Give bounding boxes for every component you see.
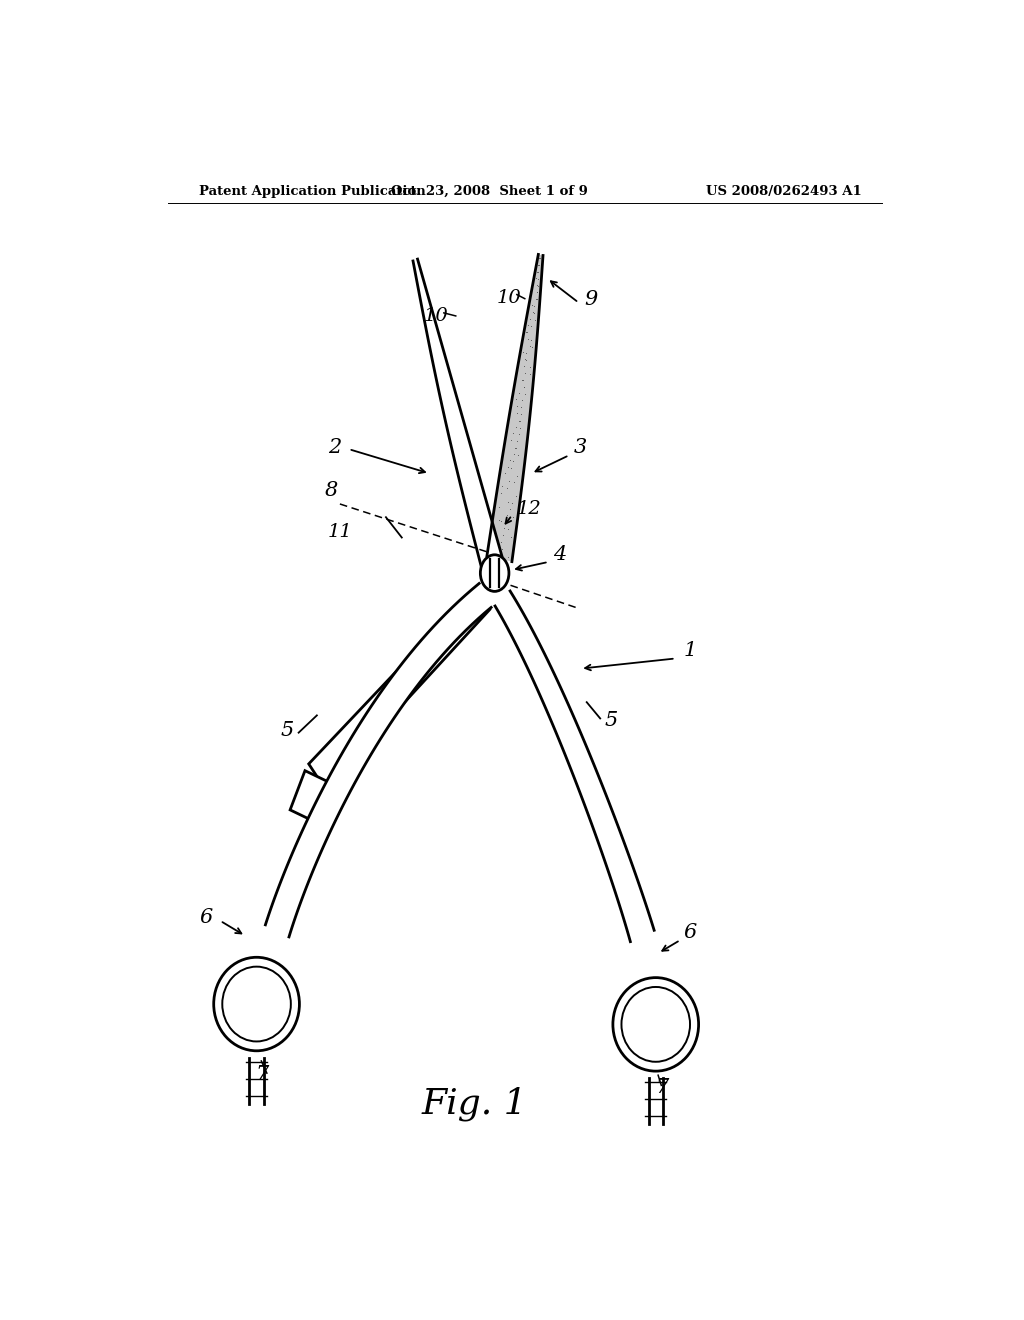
Text: 6: 6	[684, 923, 696, 942]
Text: 11: 11	[328, 523, 352, 540]
Ellipse shape	[222, 966, 291, 1041]
Polygon shape	[265, 583, 492, 937]
Text: Fig. 1: Fig. 1	[422, 1086, 527, 1121]
Text: 9: 9	[585, 290, 598, 309]
Polygon shape	[486, 255, 543, 561]
Text: 7: 7	[655, 1078, 669, 1097]
Text: Oct. 23, 2008  Sheet 1 of 9: Oct. 23, 2008 Sheet 1 of 9	[390, 185, 588, 198]
Ellipse shape	[613, 978, 698, 1071]
Text: 12: 12	[517, 500, 542, 519]
Polygon shape	[413, 259, 502, 565]
Polygon shape	[290, 771, 329, 824]
Ellipse shape	[622, 987, 690, 1061]
Text: 6: 6	[200, 908, 213, 927]
Text: 1: 1	[684, 642, 696, 660]
Text: 5: 5	[604, 710, 617, 730]
Text: 10: 10	[424, 308, 449, 325]
Circle shape	[480, 554, 509, 591]
Text: 8: 8	[325, 480, 338, 500]
Polygon shape	[308, 587, 489, 789]
Text: 5: 5	[281, 721, 294, 739]
Text: Patent Application Publication: Patent Application Publication	[200, 185, 426, 198]
Text: US 2008/0262493 A1: US 2008/0262493 A1	[707, 185, 862, 198]
Polygon shape	[495, 591, 654, 941]
Text: 3: 3	[574, 438, 587, 457]
Text: 4: 4	[553, 545, 566, 564]
Ellipse shape	[214, 957, 299, 1051]
Text: 10: 10	[497, 289, 522, 306]
Text: 7: 7	[255, 1065, 268, 1084]
Text: 2: 2	[328, 438, 341, 457]
